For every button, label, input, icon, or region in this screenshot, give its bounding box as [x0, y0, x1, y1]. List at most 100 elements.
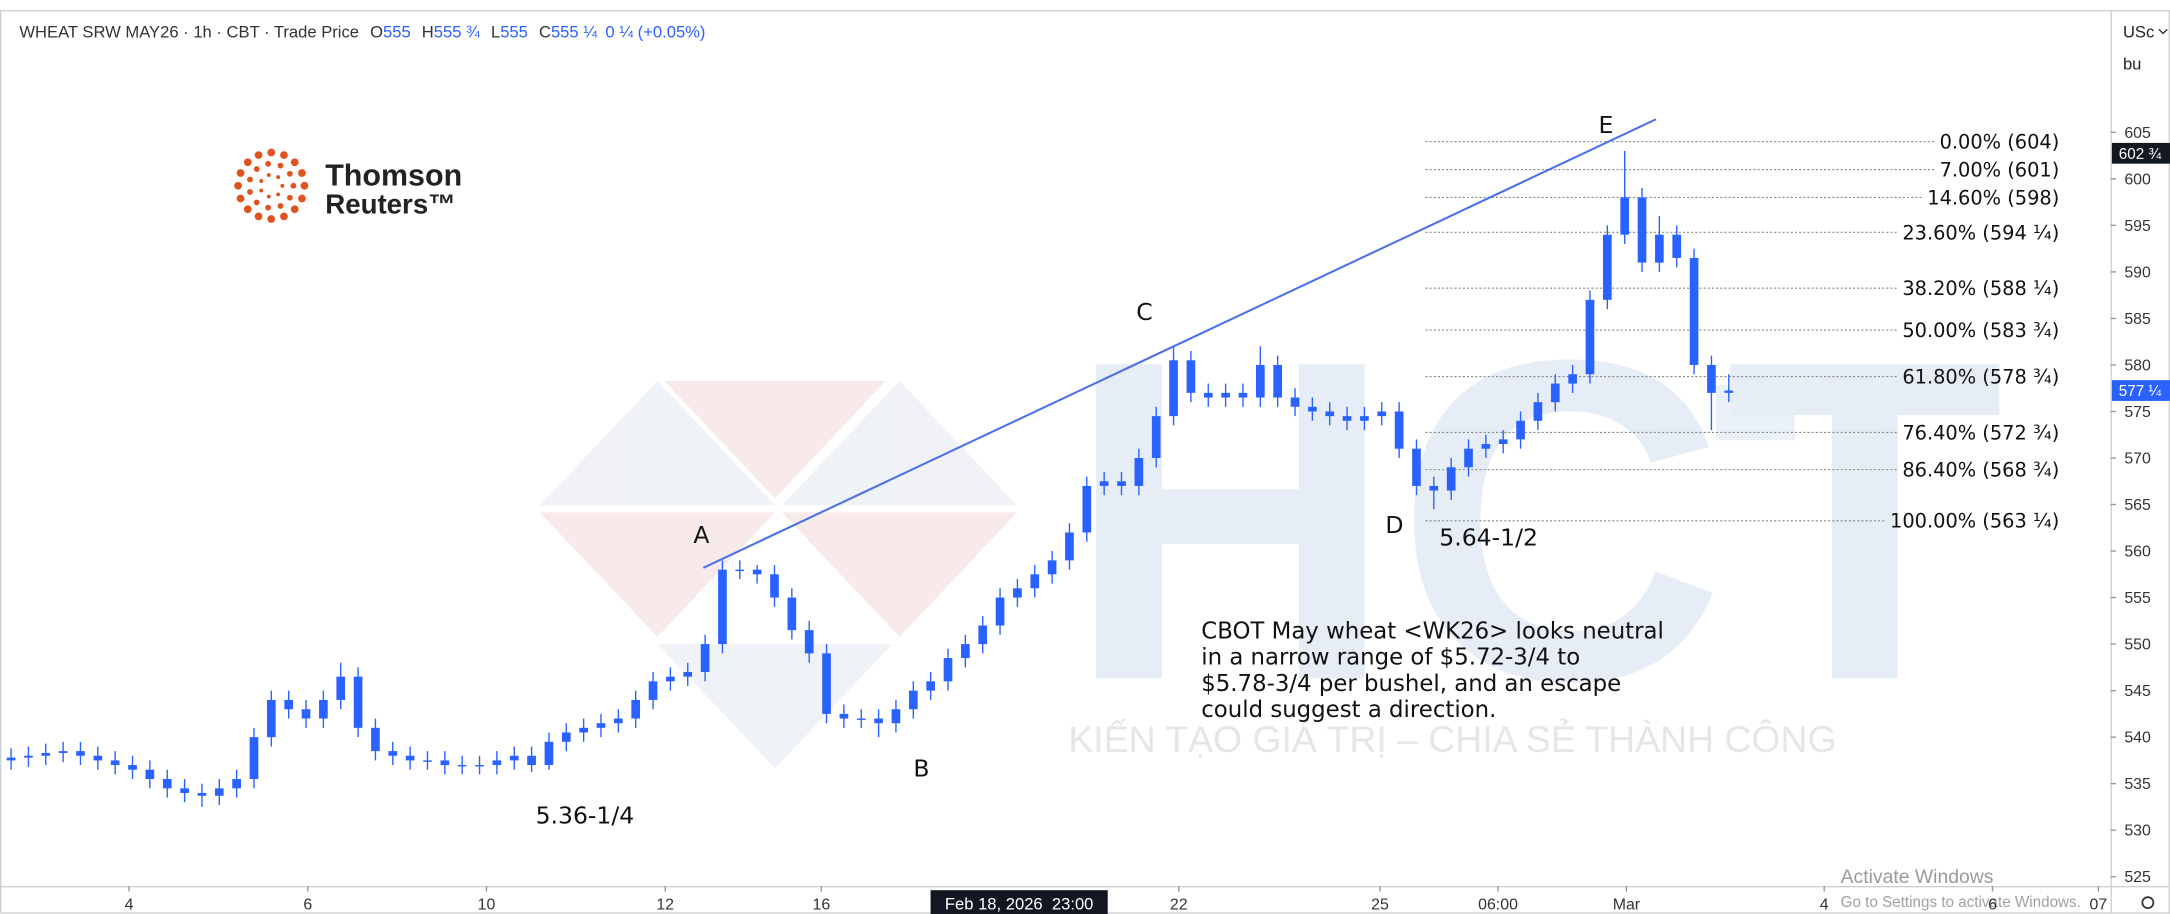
candle-body: [700, 644, 710, 673]
x-tick-label: 25: [1371, 897, 1389, 914]
logo-dot: [277, 202, 284, 209]
candle-body: [735, 569, 745, 572]
candle-body: [1394, 411, 1404, 449]
header-part: 555 ¼: [551, 23, 598, 42]
header-part: O: [370, 23, 383, 42]
settings-icon[interactable]: [2141, 896, 2155, 910]
logo-dot: [286, 194, 293, 201]
fib-label: 38.20% (588 ¼): [1902, 277, 2059, 300]
price-tag-label: 602 ¾: [2119, 146, 2162, 163]
candle-body: [1013, 588, 1022, 598]
logo-dot: [267, 148, 276, 157]
crosshair-label: Feb 18, 2026 23:00: [945, 895, 1094, 914]
price-tag: [2111, 142, 2170, 164]
candle-body: [579, 727, 588, 733]
logo-dot: [236, 194, 245, 203]
candle-body: [874, 718, 883, 724]
logo-dot: [247, 176, 253, 183]
fib-label: 76.40% (572 ¾): [1902, 421, 2059, 444]
watermark: HCT KIẾN TẠO GIÁ TRỊ – CHIA SẺ THÀNH CÔN…: [1066, 265, 2005, 775]
candle-body: [232, 779, 241, 789]
candle-body: [249, 737, 259, 780]
watermark-tagline: KIẾN TẠO GIÁ TRỊ – CHIA SẺ THÀNH CÔNG: [1068, 718, 1836, 760]
candle-body: [544, 741, 554, 766]
candle-body: [1672, 234, 1682, 258]
candle-body: [492, 760, 502, 766]
wave-label: A: [693, 521, 709, 549]
logo-dot: [290, 182, 297, 189]
candle-body: [110, 760, 120, 766]
candle-body: [1689, 257, 1699, 365]
logo-dot: [300, 181, 309, 190]
logo-dot: [265, 160, 272, 167]
y-tick-label: 550: [2124, 637, 2151, 654]
x-tick-label: 12: [656, 897, 674, 914]
logo-dot: [253, 199, 260, 206]
candle-body: [1602, 234, 1612, 300]
candle-body: [423, 760, 432, 762]
candle-body: [162, 779, 172, 789]
fib-label: 61.80% (578 ¾): [1902, 366, 2059, 389]
x-tick-label: 22: [1170, 897, 1188, 914]
candle-body: [1325, 411, 1335, 417]
x-tick-label: 6: [303, 897, 312, 914]
logo-dot: [243, 205, 252, 214]
header-part: L: [491, 23, 500, 42]
candle-body: [926, 681, 935, 691]
candle-body: [1533, 402, 1543, 421]
price-tag-label: 577 ¼: [2119, 383, 2162, 400]
candle-body: [1550, 383, 1560, 403]
candle-body: [770, 574, 779, 598]
candle-body: [943, 658, 953, 682]
y-tick-label: 595: [2124, 218, 2151, 235]
candle-body: [1134, 458, 1144, 486]
wave-label: E: [1598, 111, 1613, 139]
price-note: 5.64-1/2: [1439, 524, 1538, 552]
candle-body: [1255, 364, 1265, 398]
commentary: in a narrow range of $5.72-3/4 to: [1201, 645, 1580, 671]
candle-body: [58, 751, 68, 753]
candle-body: [1308, 406, 1317, 412]
candle-body: [1151, 416, 1161, 459]
candle-body: [1655, 234, 1664, 263]
candle-body: [804, 630, 814, 654]
candle-body: [666, 676, 675, 682]
candle-body: [1585, 299, 1595, 375]
fib-label: 7.00% (601): [1940, 158, 2060, 181]
os-notice: Activate Windows: [1841, 866, 1994, 888]
candle-body: [180, 788, 189, 793]
y-tick-label: 565: [2124, 497, 2151, 514]
y-tick-label: 570: [2124, 451, 2151, 468]
logo-dot: [286, 170, 293, 177]
candle-body: [41, 752, 51, 756]
x-tick-label: 4: [1820, 897, 1829, 914]
candle-body: [1446, 467, 1456, 491]
candle-body: [371, 727, 380, 752]
candle-body: [908, 690, 918, 710]
header-part: 555: [500, 23, 528, 42]
candle-body: [1169, 360, 1178, 417]
x-tick-label: 06:00: [1478, 897, 1518, 914]
candle-body: [961, 644, 970, 659]
candle-body: [214, 788, 224, 796]
y-tick-label: 530: [2124, 823, 2151, 840]
y-tick-label: 545: [2124, 683, 2151, 700]
candle-body: [1724, 390, 1734, 393]
candle-body: [995, 597, 1005, 626]
candle-body: [614, 718, 623, 724]
candle-body: [266, 699, 276, 738]
logo-dot: [277, 162, 284, 169]
candle-body: [1516, 420, 1525, 440]
x-tick-label: 6: [1988, 897, 1997, 914]
chevron: [2158, 28, 2168, 35]
x-tick-label: 07: [2089, 897, 2107, 914]
logo-text: Thomson: [325, 159, 462, 193]
candle-body: [752, 569, 762, 575]
candle-body: [1481, 444, 1491, 449]
candle-body: [1377, 411, 1387, 417]
candle-body: [1412, 448, 1421, 486]
logo-dot: [254, 151, 263, 159]
header-part: C: [539, 23, 551, 42]
y-tick-label: 585: [2124, 311, 2151, 328]
